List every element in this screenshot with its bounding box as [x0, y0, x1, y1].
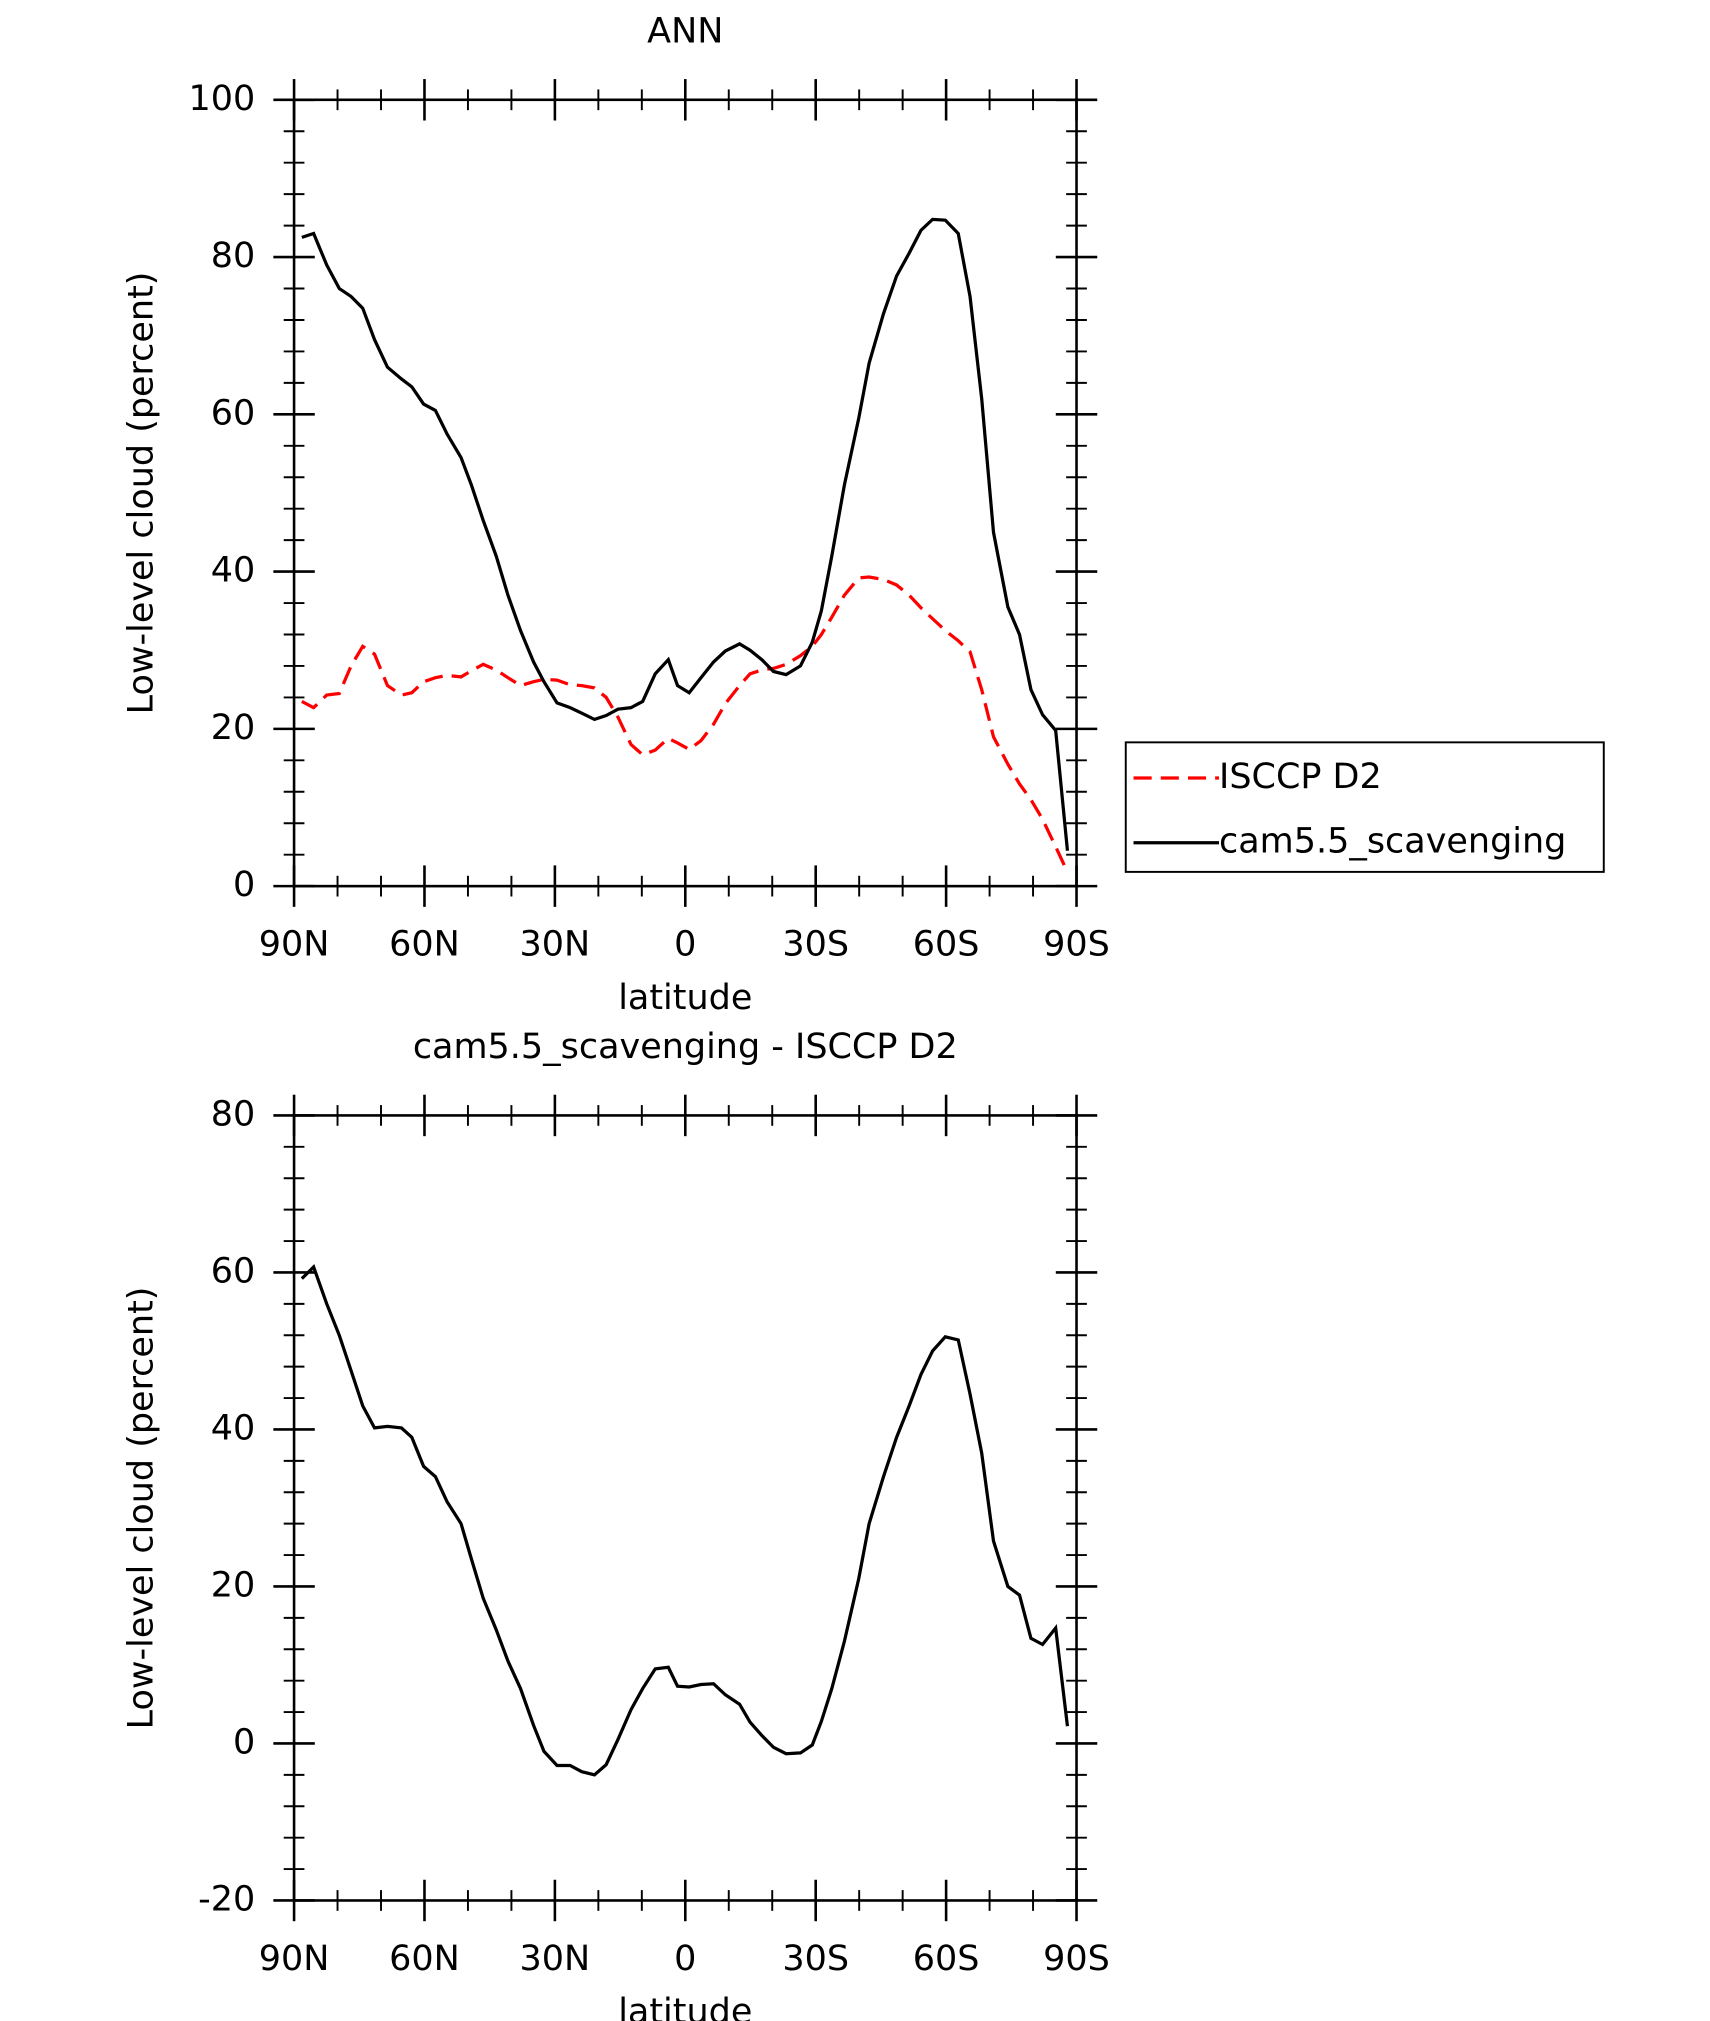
legend-label: cam5.5_scavenging — [1219, 822, 1566, 862]
x-tick-label: 30N — [520, 925, 591, 965]
data-line — [301, 217, 1070, 851]
y-tick-label: 20 — [211, 1565, 256, 1605]
y-tick-label: 80 — [211, 236, 256, 276]
y-axis-label: Low-level cloud (percent) — [122, 1287, 162, 1730]
y-tick-label: 100 — [188, 79, 255, 119]
y-tick-label: 40 — [211, 1408, 256, 1448]
x-tick-label: 90S — [1043, 1939, 1110, 1979]
plot-frame — [292, 1114, 1078, 1902]
y-tick-label: 0 — [233, 865, 255, 905]
x-tick-label: 90N — [259, 925, 330, 965]
x-tick-label: 60N — [389, 1939, 460, 1979]
legend-label: ISCCP D2 — [1219, 757, 1382, 797]
y-tick-label: -20 — [198, 1879, 255, 1919]
x-tick-label: 90N — [259, 1939, 330, 1979]
x-tick-label: 90S — [1043, 925, 1110, 965]
data-line — [301, 575, 1069, 873]
chart-title: cam5.5_scavenging - ISCCP D2 — [413, 1027, 958, 1067]
plot-frame — [292, 98, 1078, 888]
x-tick-label: 0 — [674, 925, 696, 965]
x-tick-label: 30S — [782, 1939, 849, 1979]
y-axis-label: Low-level cloud (percent) — [122, 272, 162, 715]
x-axis-label: latitude — [618, 1992, 752, 2021]
y-tick-label: 60 — [211, 1251, 256, 1291]
data-line — [300, 1264, 1070, 1777]
y-tick-label: 0 — [233, 1722, 255, 1762]
y-tick-label: 40 — [211, 551, 256, 591]
x-tick-label: 60N — [389, 925, 460, 965]
x-tick-label: 60S — [913, 925, 980, 965]
y-tick-label: 20 — [211, 708, 256, 748]
chart-title: ANN — [647, 11, 723, 51]
x-tick-label: 30N — [520, 1939, 591, 1979]
x-axis-label: latitude — [618, 978, 752, 1018]
legend-box — [1124, 741, 1605, 873]
x-tick-label: 60S — [913, 1939, 980, 1979]
x-tick-label: 30S — [782, 925, 849, 965]
y-tick-label: 80 — [211, 1094, 256, 1134]
y-tick-label: 60 — [211, 393, 256, 433]
x-tick-label: 0 — [674, 1939, 696, 1979]
